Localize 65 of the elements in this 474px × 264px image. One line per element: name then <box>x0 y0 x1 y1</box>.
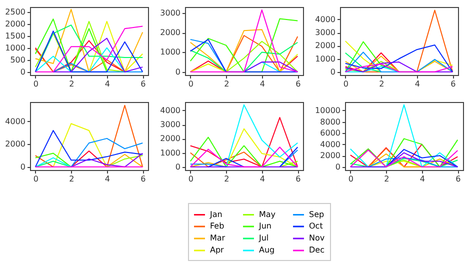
x-tick-label: 6 <box>140 174 146 184</box>
y-tick-label: 3000 <box>315 28 336 38</box>
y-tick-label: 2000 <box>160 134 180 144</box>
x-tick-label: 6 <box>296 174 301 184</box>
x-tick-label: 0 <box>348 174 354 184</box>
legend-label: Jul <box>258 234 269 242</box>
y-tick-label: 0 <box>20 67 26 76</box>
x-tick-label: 0 <box>33 80 38 88</box>
x-tick-label: 4 <box>420 174 425 184</box>
x-tick-label: 4 <box>414 80 420 88</box>
y-tick-label: 1000 <box>5 43 26 52</box>
y-tick-label: 2000 <box>315 41 336 50</box>
x-tick-label: 2 <box>69 80 74 88</box>
y-tick-label: 4000 <box>320 140 340 149</box>
x-tick-label: 2 <box>224 174 230 184</box>
y-tick-label: 1500 <box>5 31 26 40</box>
y-tick-label: 2000 <box>5 19 26 28</box>
x-tick-label: 0 <box>188 80 194 88</box>
x-tick-label: 4 <box>260 80 265 88</box>
y-tick-label: 6000 <box>320 128 340 138</box>
y-tick-label: 0 <box>330 67 336 76</box>
x-tick-label: 0 <box>33 174 38 184</box>
legend-label: Dec <box>309 246 324 254</box>
y-tick-label: 1000 <box>315 54 336 64</box>
y-tick-label: 0 <box>335 162 340 172</box>
y-tick-label: 4000 <box>160 106 180 115</box>
y-tick-label: 0 <box>175 162 180 172</box>
y-tick-label: 0 <box>175 67 180 76</box>
x-tick-label: 0 <box>188 174 194 184</box>
y-tick-label: 3000 <box>160 120 180 130</box>
y-tick-label: 2000 <box>160 28 180 38</box>
x-tick-label: 6 <box>140 80 146 88</box>
x-tick-label: 2 <box>379 80 384 88</box>
legend-label: Oct <box>309 222 323 230</box>
x-tick-label: 0 <box>343 80 348 88</box>
y-tick-label: 8000 <box>320 117 340 126</box>
y-tick-label: 4000 <box>5 116 26 126</box>
x-tick-label: 6 <box>296 80 301 88</box>
legend-label: Sep <box>309 210 324 219</box>
y-tick-label: 2500 <box>5 7 26 16</box>
y-tick-label: 2000 <box>320 151 340 160</box>
legend-label: Aug <box>259 246 275 254</box>
x-tick-label: 4 <box>260 174 265 184</box>
x-tick-label: 2 <box>384 174 390 184</box>
legend-label: May <box>259 210 276 219</box>
y-tick-label: 2000 <box>5 140 26 149</box>
legend-label: Nov <box>309 234 325 242</box>
y-tick-label: 0 <box>20 162 26 172</box>
y-tick-label: 1000 <box>160 48 180 57</box>
y-tick-label: 1000 <box>160 148 180 158</box>
x-tick-label: 6 <box>450 80 456 88</box>
legend-label: Feb <box>210 222 224 230</box>
legend-label: Apr <box>210 246 225 254</box>
x-tick-label: 6 <box>456 174 461 184</box>
y-tick-label: 10000 <box>315 106 340 115</box>
legend-label: Jan <box>209 210 222 219</box>
y-tick-label: 4000 <box>315 14 336 24</box>
legend-label: Mar <box>210 234 226 242</box>
x-tick-label: 2 <box>69 174 74 184</box>
x-tick-label: 2 <box>224 80 230 88</box>
x-tick-label: 4 <box>104 174 110 184</box>
x-tick-label: 4 <box>104 80 110 88</box>
y-tick-label: 500 <box>10 55 26 64</box>
legend-label: Jun <box>258 222 272 230</box>
y-tick-label: 3000 <box>160 8 180 18</box>
